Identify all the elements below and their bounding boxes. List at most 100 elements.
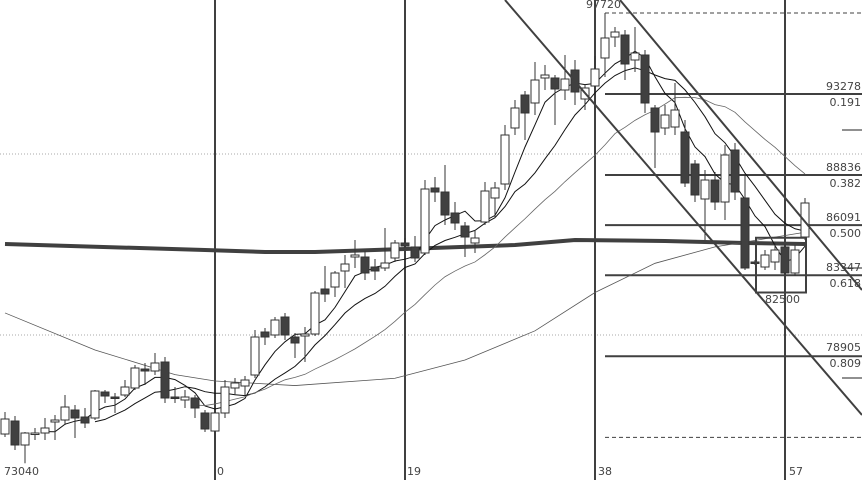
candle-bearish <box>740 197 750 269</box>
candle-bullish <box>390 242 400 259</box>
candle-bearish <box>200 412 210 430</box>
candle-bearish <box>10 420 20 446</box>
candle-bearish <box>690 163 700 196</box>
candle-bearish <box>460 225 470 238</box>
swing-low-label: 73040 <box>4 465 39 478</box>
candle-bullish <box>470 237 480 244</box>
period-marker-label: 19 <box>407 465 421 478</box>
fib-ratio-0382: 0.382 <box>829 177 862 190</box>
candle-bearish <box>110 396 120 400</box>
period-marker-label: 57 <box>789 465 803 478</box>
candle-bearish <box>70 409 80 419</box>
candle-bearish <box>620 34 630 65</box>
candle-bullish <box>610 31 620 38</box>
candle-bearish <box>520 94 530 114</box>
candle-bullish <box>630 52 640 61</box>
candle-bearish <box>170 396 180 400</box>
candle-bearish <box>440 191 450 216</box>
candle-bullish <box>760 254 770 268</box>
swing-high-label: 97720 <box>586 0 621 11</box>
candle-bullish <box>540 74 550 79</box>
candle-bearish <box>710 179 720 203</box>
candle-bearish <box>640 54 650 104</box>
candle-bearish <box>370 266 380 272</box>
candle-bearish <box>410 246 420 259</box>
fib-ratio-0809: 0.809 <box>829 357 862 370</box>
candle-bullish <box>130 367 140 389</box>
candle-bearish <box>140 368 150 372</box>
ma-10-line <box>94 67 806 423</box>
candle-bullish <box>720 154 730 203</box>
candle-bullish <box>510 107 520 129</box>
box-low-label: 82500 <box>765 293 800 306</box>
candle-bullish <box>90 390 100 419</box>
candle-bullish <box>20 432 30 446</box>
period-marker-label: 38 <box>598 465 612 478</box>
candle-bearish <box>550 77 560 90</box>
candle-bullish <box>40 427 50 434</box>
candle-bearish <box>190 397 200 409</box>
candle-bullish <box>240 379 250 387</box>
candle-bullish <box>250 336 260 376</box>
period-marker-label: 0 <box>217 465 224 478</box>
candle-bullish <box>270 319 280 336</box>
candle-bullish <box>150 362 160 372</box>
candle-bullish <box>340 263 350 272</box>
candle-bullish <box>330 272 340 288</box>
range-box <box>755 236 807 294</box>
candle-bullish <box>660 114 670 129</box>
candle-bullish <box>310 292 320 335</box>
fib-price-0618: 83347 <box>826 261 861 274</box>
candle-bullish <box>790 249 800 274</box>
candle-bullish <box>800 202 810 238</box>
candle-bullish <box>500 134 510 185</box>
candle-bearish <box>290 336 300 344</box>
candle-bearish <box>650 107 660 133</box>
candle-bullish <box>180 396 190 401</box>
fib-price-0382: 88836 <box>826 161 861 174</box>
candle-bullish <box>210 412 220 432</box>
candle-bullish <box>700 179 710 200</box>
candle-bearish <box>360 256 370 274</box>
candle-bullish <box>30 432 40 436</box>
candle-bullish <box>300 333 310 337</box>
fib-price-0500: 86091 <box>826 211 861 224</box>
candle-bullish <box>50 419 60 423</box>
fib-price-0191: 93278 <box>826 80 861 93</box>
ma-long-line <box>4 237 806 254</box>
candle-bearish <box>80 416 90 424</box>
candle-bullish <box>480 190 490 223</box>
candle-bullish <box>670 109 680 128</box>
channel-line <box>619 0 862 291</box>
candle-bullish <box>530 79 540 104</box>
channel-line <box>504 0 862 416</box>
candle-bearish <box>260 331 270 338</box>
candle-bullish <box>590 68 600 87</box>
candle-bullish <box>490 187 500 199</box>
fib-ratio-0500: 0.500 <box>829 227 862 240</box>
candle-bullish <box>120 386 130 396</box>
candle-bearish <box>100 391 110 397</box>
candle-bullish <box>220 386 230 414</box>
candle-bullish <box>0 418 10 435</box>
candle-bearish <box>730 149 740 193</box>
candle-bullish <box>560 78 570 91</box>
candle-bullish <box>230 382 240 389</box>
candle-bullish <box>600 37 610 59</box>
candle-bearish <box>160 361 170 399</box>
candle-bearish <box>780 246 790 274</box>
candle-bearish <box>430 187 440 193</box>
candle-bearish <box>280 316 290 336</box>
candle-bullish <box>770 249 780 263</box>
candle-bearish <box>680 131 690 184</box>
candle-bearish <box>400 242 410 247</box>
fib-ratio-0191: 0.191 <box>829 96 862 109</box>
candle-bullish <box>60 406 70 421</box>
fib-ratio-0618: 0.618 <box>829 277 862 290</box>
candle-bullish <box>380 262 390 269</box>
candle-bullish <box>420 188 430 254</box>
candle-bearish <box>450 212 460 224</box>
candle-bearish <box>320 288 330 295</box>
